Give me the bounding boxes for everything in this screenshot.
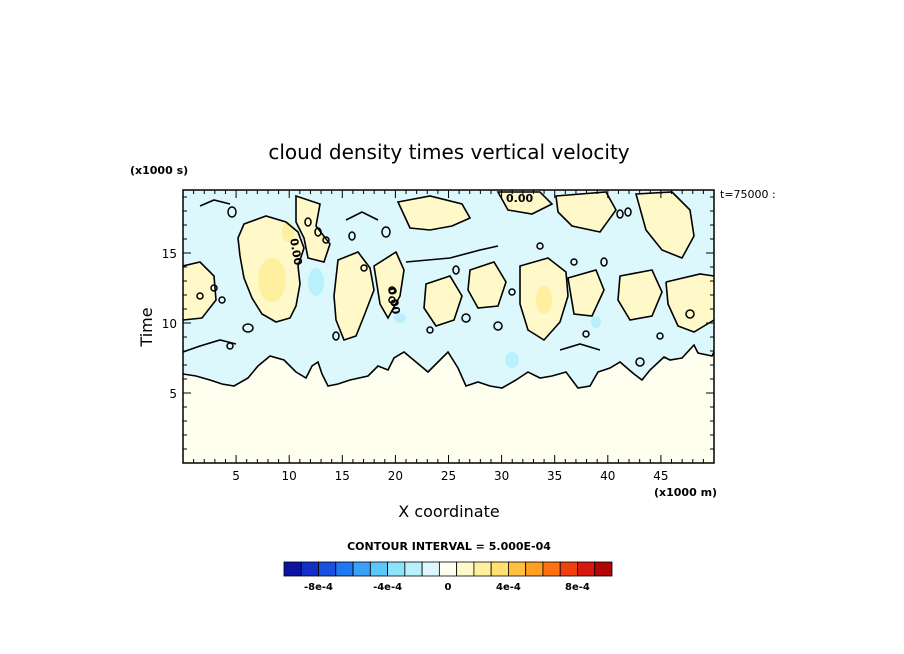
colorbar-label: -8e-4 [304,582,333,593]
contour-interval-label: CONTOUR INTERVAL = 5.000E-04 [347,540,551,553]
colorbar-swatch [387,561,406,577]
x-tick-label: 20 [388,469,403,483]
colorbar-swatch [300,561,319,577]
colorbar-swatch [283,561,302,577]
negative-core [505,352,519,368]
y-tick-labels: 5 10 15 [162,247,177,401]
colorbar-swatch [318,561,337,577]
positive-region [498,192,552,214]
positive-region [636,192,694,258]
y-axis-label: Time [137,307,156,347]
positive-core [536,286,552,314]
positive-region [568,270,604,316]
colorbar-swatch [335,561,354,577]
colorbar [283,561,613,577]
positive-core [258,258,286,302]
x-tick-label: 45 [653,469,668,483]
positive-region [556,192,616,232]
y-tick-label: 10 [162,317,177,331]
colorbar-label: 8e-4 [565,582,590,593]
colorbar-swatch [490,561,509,577]
colorbar-swatch [473,561,492,577]
x-tick-label: 35 [547,469,562,483]
y-unit-label: (x1000 s) [130,164,188,177]
positive-region [618,270,662,320]
colorbar-labels: -8e-4 -4e-4 0 4e-4 8e-4 [304,582,590,593]
colorbar-swatch [525,561,544,577]
x-tick-labels: 5 10 15 20 25 30 35 40 45 [232,469,668,483]
x-tick-label: 30 [494,469,509,483]
plot-area [183,190,714,463]
colorbar-swatch [369,561,388,577]
positive-region [296,196,330,262]
time-corner-label: t=75000 : [720,188,776,201]
colorbar-swatch [508,561,527,577]
x-tick-label: 25 [441,469,456,483]
negative-core [308,268,324,296]
colorbar-swatch [559,561,578,577]
positive-region [666,274,714,332]
y-tick-label: 5 [169,387,177,401]
contour-label: 0.00 [506,192,533,205]
y-tick-label: 15 [162,247,177,261]
colorbar-swatch [577,561,596,577]
contour-cells [196,206,695,367]
colorbar-swatch [404,561,423,577]
x-unit-label: (x1000 m) [654,486,717,499]
positive-region [183,262,216,320]
colorbar-swatch [352,561,371,577]
chart-title: cloud density times vertical velocity [268,140,629,164]
colorbar-label: 0 [445,582,452,593]
colorbar-label: -4e-4 [373,582,402,593]
colorbar-swatch [542,561,561,577]
positive-region [398,196,470,230]
contour-label: 0.00 [385,286,403,315]
zero-contours [183,191,714,389]
x-tick-label: 10 [282,469,297,483]
positive-region [468,262,506,308]
x-tick-label: 5 [232,469,240,483]
axis-ticks [183,190,714,463]
colorbar-label: 4e-4 [496,582,521,593]
positive-region [334,252,374,340]
colorbar-swatch [594,561,613,577]
contour-label: 0.00 [287,237,305,266]
x-tick-label: 15 [335,469,350,483]
colorbar-swatch [438,561,458,577]
x-tick-label: 40 [600,469,615,483]
positive-region [424,276,462,326]
negative-core [591,316,601,328]
colorbar-swatch [456,561,475,577]
colorbar-swatch [421,561,440,577]
negative-core [394,313,406,323]
x-axis-label: X coordinate [398,502,499,521]
